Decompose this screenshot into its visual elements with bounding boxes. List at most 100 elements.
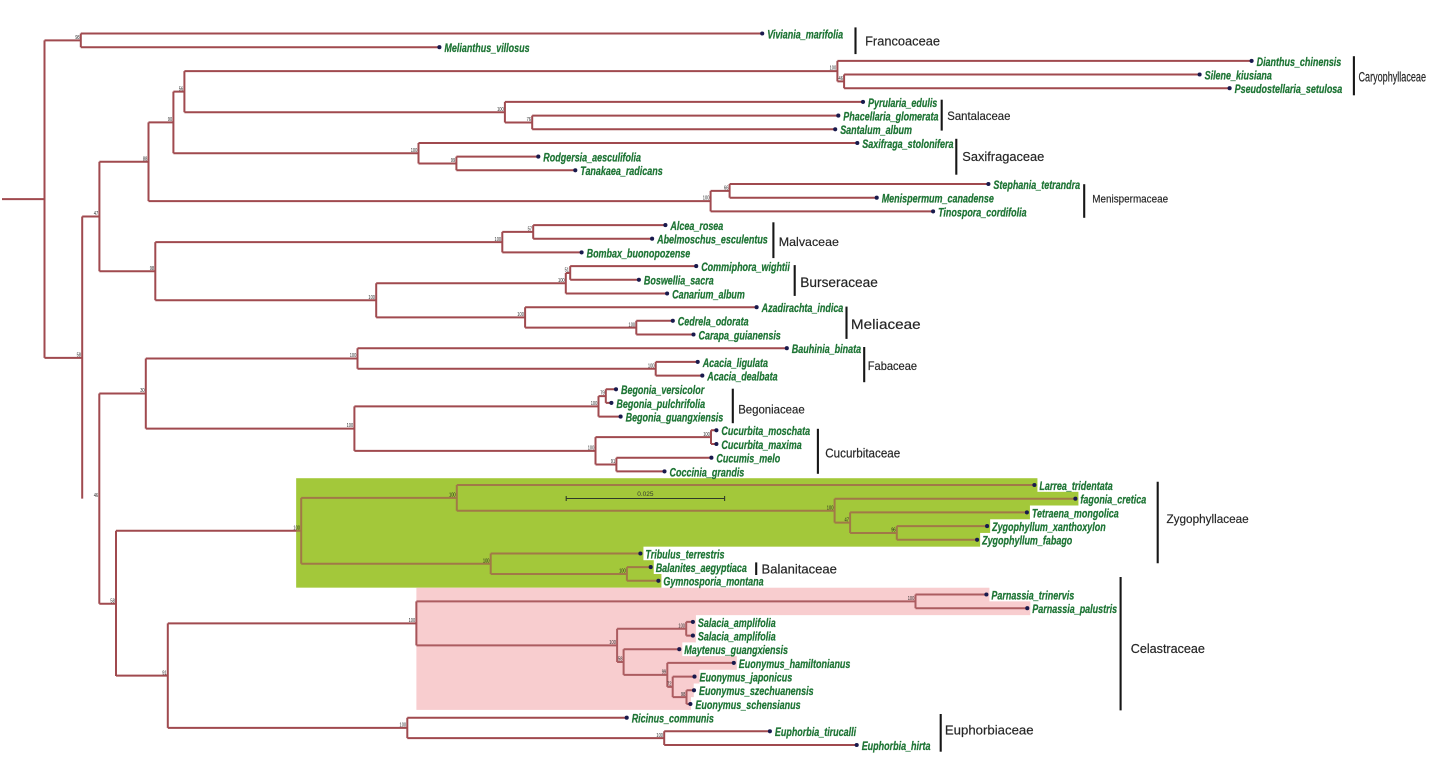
svg-text:Euonymus_schensianus: Euonymus_schensianus xyxy=(695,698,800,712)
svg-text:Saxifraga_stolonifera: Saxifraga_stolonifera xyxy=(862,137,953,151)
svg-text:Cucurbitaceae: Cucurbitaceae xyxy=(825,447,900,461)
svg-text:88: 88 xyxy=(143,156,147,162)
svg-text:66: 66 xyxy=(724,185,728,191)
svg-text:Begonia_versicolor: Begonia_versicolor xyxy=(621,383,705,397)
svg-text:72: 72 xyxy=(667,682,671,688)
svg-text:Malvaceae: Malvaceae xyxy=(779,235,839,249)
svg-text:Boswellia_sacra: Boswellia_sacra xyxy=(644,274,714,288)
svg-text:Saxifragaceae: Saxifragaceae xyxy=(962,149,1044,164)
svg-text:Phacellaria_glomerata: Phacellaria_glomerata xyxy=(843,110,938,124)
svg-text:100: 100 xyxy=(497,107,504,113)
svg-text:100: 100 xyxy=(495,237,502,243)
svg-text:Acacia_ligulata: Acacia_ligulata xyxy=(702,356,768,370)
svg-text:46: 46 xyxy=(94,493,98,499)
svg-text:Salacia_amplifolia: Salacia_amplifolia xyxy=(698,616,776,630)
svg-text:51: 51 xyxy=(565,268,569,274)
svg-text:100: 100 xyxy=(830,66,837,72)
svg-text:Begonia_guangxiensis: Begonia_guangxiensis xyxy=(626,411,724,425)
svg-text:Tribulus_terrestris: Tribulus_terrestris xyxy=(645,547,724,561)
svg-text:Canarium_album: Canarium_album xyxy=(672,287,745,301)
svg-text:Gymnosporia_montana: Gymnosporia_montana xyxy=(663,575,763,589)
svg-text:Coccinia_grandis: Coccinia_grandis xyxy=(670,465,745,479)
svg-text:76: 76 xyxy=(527,117,531,123)
svg-text:Francoaceae: Francoaceae xyxy=(865,33,940,48)
svg-text:100: 100 xyxy=(827,505,834,511)
svg-text:Parnassia_trinervis: Parnassia_trinervis xyxy=(991,588,1074,602)
svg-text:30: 30 xyxy=(140,388,144,394)
svg-text:90: 90 xyxy=(168,117,172,123)
svg-text:Caryophyllaceae: Caryophyllaceae xyxy=(1359,70,1427,85)
svg-text:Cucurbita_maxima: Cucurbita_maxima xyxy=(721,438,802,452)
svg-text:100: 100 xyxy=(347,423,354,429)
svg-text:Melianthus_villosus: Melianthus_villosus xyxy=(444,41,529,55)
svg-text:Zygophyllum_fabago: Zygophyllum_fabago xyxy=(981,534,1072,548)
svg-text:Tinospora_cordifolia: Tinospora_cordifolia xyxy=(938,205,1027,219)
svg-text:Viviania_marifolia: Viviania_marifolia xyxy=(767,27,843,41)
svg-text:Dianthus_chinensis: Dianthus_chinensis xyxy=(1257,55,1342,69)
svg-text:Menispermaceae: Menispermaceae xyxy=(1092,193,1168,205)
svg-text:100: 100 xyxy=(609,640,616,646)
svg-text:91: 91 xyxy=(611,459,615,465)
svg-text:46: 46 xyxy=(839,76,843,82)
svg-text:47: 47 xyxy=(845,517,849,523)
svg-text:Abelmoschus_esculentus: Abelmoschus_esculentus xyxy=(656,233,768,247)
svg-text:Euphorbia_tirucalli: Euphorbia_tirucalli xyxy=(775,725,857,739)
svg-text:91: 91 xyxy=(162,670,166,676)
svg-text:Santalaceae: Santalaceae xyxy=(947,110,1010,123)
svg-text:98: 98 xyxy=(75,35,79,41)
svg-text:96: 96 xyxy=(891,528,895,534)
svg-text:100: 100 xyxy=(368,295,375,301)
svg-text:Burseraceae: Burseraceae xyxy=(800,275,878,290)
svg-text:Balanitaceae: Balanitaceae xyxy=(762,563,837,577)
svg-text:Menispermum_canadense: Menispermum_canadense xyxy=(882,192,994,206)
svg-text:Begoniaceae: Begoniaceae xyxy=(738,402,805,416)
svg-text:100: 100 xyxy=(558,278,565,284)
svg-text:100: 100 xyxy=(703,196,710,202)
svg-text:Alcea_rosea: Alcea_rosea xyxy=(670,219,724,233)
svg-text:100: 100 xyxy=(409,618,416,624)
svg-text:100: 100 xyxy=(703,432,710,438)
svg-text:100: 100 xyxy=(656,733,663,739)
svg-text:Rodgersia_aesculifolia: Rodgersia_aesculifolia xyxy=(543,151,641,165)
svg-text:100: 100 xyxy=(449,492,456,498)
svg-text:Stephania_tetrandra: Stephania_tetrandra xyxy=(993,178,1080,192)
svg-text:Carapa_guianensis: Carapa_guianensis xyxy=(699,328,782,342)
svg-text:Zygophyllaceae: Zygophyllaceae xyxy=(1167,512,1249,526)
svg-text:Salacia_amplifolia: Salacia_amplifolia xyxy=(698,630,776,644)
svg-text:100: 100 xyxy=(629,322,636,328)
svg-text:Parnassia_palustris: Parnassia_palustris xyxy=(1032,602,1117,616)
svg-text:Celastraceae: Celastraceae xyxy=(1131,642,1205,656)
svg-text:Euphorbiaceae: Euphorbiaceae xyxy=(945,722,1034,737)
svg-text:100: 100 xyxy=(350,353,357,359)
svg-text:98: 98 xyxy=(150,266,154,272)
svg-text:Euonymus_japonicus: Euonymus_japonicus xyxy=(700,671,793,685)
svg-text:100: 100 xyxy=(619,569,626,575)
svg-text:100: 100 xyxy=(588,445,595,451)
svg-text:100: 100 xyxy=(678,623,685,629)
svg-text:Pseudostellaria_setulosa: Pseudostellaria_setulosa xyxy=(1235,82,1343,96)
svg-text:Commiphora_wightii: Commiphora_wightii xyxy=(701,260,790,274)
svg-text:Meliaceae: Meliaceae xyxy=(851,317,921,332)
svg-text:Euonymus_hamiltonianus: Euonymus_hamiltonianus xyxy=(739,657,851,671)
svg-text:Zygophyllum_xanthoxylon: Zygophyllum_xanthoxylon xyxy=(991,520,1105,534)
svg-text:Cucumis_melo: Cucumis_melo xyxy=(716,452,780,466)
svg-text:100: 100 xyxy=(648,363,655,369)
svg-text:58: 58 xyxy=(77,352,81,358)
svg-text:100: 100 xyxy=(908,596,915,602)
svg-text:Acacia_dealbata: Acacia_dealbata xyxy=(707,370,778,384)
svg-text:100: 100 xyxy=(293,525,300,531)
svg-text:Tanakaea_radicans: Tanakaea_radicans xyxy=(580,164,663,178)
svg-text:100: 100 xyxy=(591,401,598,407)
svg-text:fagonia_cretica: fagonia_cretica xyxy=(1080,493,1146,507)
svg-text:99: 99 xyxy=(451,158,455,164)
svg-text:Fabaceae: Fabaceae xyxy=(868,359,917,373)
svg-text:Balanites_aegyptiaca: Balanites_aegyptiaca xyxy=(656,561,747,575)
svg-text:100: 100 xyxy=(411,148,418,154)
svg-text:Cucurbita_moschata: Cucurbita_moschata xyxy=(721,424,810,438)
svg-text:100: 100 xyxy=(517,312,524,318)
svg-text:100: 100 xyxy=(400,723,407,729)
svg-text:Ricinus_communis: Ricinus_communis xyxy=(632,712,714,726)
svg-text:Maytenus_guangxiensis: Maytenus_guangxiensis xyxy=(684,643,788,657)
svg-text:Pyrularia_edulis: Pyrularia_edulis xyxy=(868,96,938,110)
svg-text:Santalum_album: Santalum_album xyxy=(840,123,912,137)
